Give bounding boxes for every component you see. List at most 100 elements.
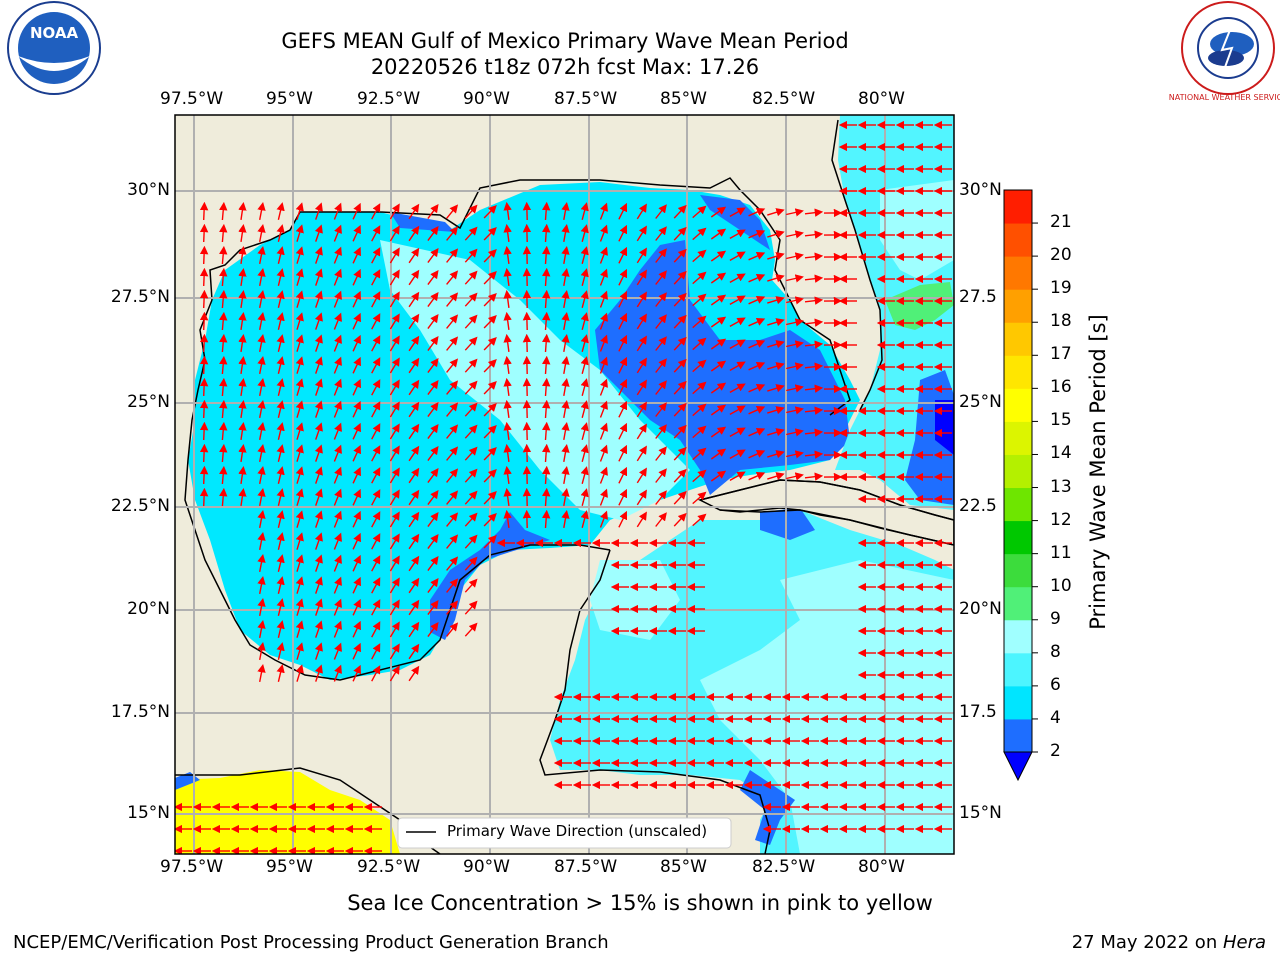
lat-tick-right: 25°N: [959, 392, 1002, 412]
wave-arrow: [786, 296, 804, 305]
wave-arrow: [636, 291, 647, 308]
wave-arrow: [542, 201, 551, 221]
wave-arrow: [352, 312, 361, 330]
wave-arrow: [238, 443, 247, 463]
wave-arrow: [314, 444, 323, 462]
wave-arrow: [446, 534, 459, 549]
wave-arrow: [219, 311, 228, 331]
wave-arrow: [314, 356, 323, 374]
wave-arrow: [314, 642, 323, 660]
wave-arrow: [464, 490, 478, 505]
wave-arrow: [561, 355, 570, 375]
wave-arrow: [276, 598, 285, 616]
wave-arrow: [580, 466, 589, 484]
colorbar-tick-label: 12: [1050, 509, 1072, 530]
wave-arrow: [729, 449, 746, 460]
wave-arrow: [238, 355, 247, 375]
wave-arrow: [314, 246, 323, 264]
wave-arrow: [542, 267, 551, 287]
wave-arrow: [542, 355, 551, 375]
wave-arrow: [464, 270, 478, 285]
colorbar-tick-label: 4: [1050, 707, 1061, 728]
wave-arrow: [786, 252, 804, 261]
wave-arrow: [352, 400, 361, 418]
wave-arrow: [692, 271, 707, 285]
wave-arrow: [257, 553, 266, 573]
wave-arrow: [767, 230, 785, 239]
wave-arrow: [710, 338, 727, 350]
wave-arrow: [483, 381, 497, 395]
wave-arrow: [295, 224, 304, 242]
wave-arrow: [389, 533, 400, 550]
wave-arrow: [599, 422, 608, 440]
wave-arrow: [748, 274, 766, 283]
wave-arrow: [257, 531, 266, 551]
wave-arrow: [352, 466, 361, 484]
wave-arrow: [219, 267, 228, 287]
wave-arrow: [276, 510, 285, 528]
wave-arrow: [542, 245, 551, 265]
wave-arrow: [710, 316, 727, 328]
wave-arrow: [561, 333, 570, 353]
wave-arrow: [655, 512, 667, 527]
wave-arrow: [295, 202, 304, 220]
wave-arrow: [804, 472, 824, 481]
wave-arrow: [352, 642, 361, 660]
wave-arrow: [371, 621, 381, 638]
wave-arrow: [389, 489, 400, 506]
wave-arrow: [636, 225, 647, 242]
wave-arrow: [389, 621, 400, 638]
wave-arrow: [333, 378, 342, 396]
wave-arrow: [483, 403, 497, 417]
wave-arrow: [219, 421, 228, 441]
colorbar-tick-label: 10: [1050, 575, 1072, 596]
lat-tick-left: 30°N: [127, 180, 170, 200]
wave-arrow: [295, 642, 304, 660]
wave-arrow: [199, 245, 209, 265]
wave-arrow: [257, 355, 266, 375]
wave-arrow: [276, 312, 285, 330]
colorbar-segment: [1004, 487, 1032, 522]
wave-arrow: [371, 533, 381, 550]
wave-arrow: [276, 642, 285, 660]
wave-arrow: [427, 292, 439, 308]
wave-arrow: [561, 201, 570, 221]
wave-arrow: [333, 466, 342, 484]
noaa-logo-text: NOAA: [30, 24, 79, 42]
colorbar-segment: [1004, 454, 1032, 489]
wave-arrow: [636, 467, 647, 484]
wave-arrow: [446, 490, 459, 505]
wave-arrow: [238, 245, 247, 265]
map-frame: [174, 114, 955, 855]
wave-arrow: [599, 334, 608, 352]
colorbar-segment: [1004, 718, 1032, 753]
wave-arrow: [295, 488, 304, 506]
lon-tick-top: 80°W: [858, 89, 905, 109]
wave-arrow: [729, 251, 746, 262]
wave-arrow: [199, 333, 209, 353]
wave-arrow: [692, 447, 707, 461]
wave-arrow: [748, 406, 766, 415]
wave-arrow: [389, 467, 400, 484]
wave-arrow: [580, 444, 589, 462]
wave-arrow: [503, 465, 512, 484]
wave-arrow: [389, 599, 400, 616]
wave-arrow: [427, 446, 439, 462]
wave-arrow: [767, 362, 785, 371]
wave-arrow: [352, 444, 361, 462]
wave-arrow: [748, 208, 766, 217]
wave-arrow: [636, 445, 647, 462]
wave-arrow: [314, 334, 323, 352]
wave-arrow: [599, 312, 608, 330]
wave-arrow: [427, 314, 439, 330]
lat-tick-right: 20°N: [959, 599, 1002, 619]
wave-arrow: [314, 576, 323, 594]
lon-tick-bottom: 90°W: [463, 857, 510, 877]
wave-arrow: [804, 208, 824, 217]
wave-arrow: [673, 380, 687, 395]
wave-arrow: [427, 534, 439, 550]
wave-arrow: [408, 555, 420, 572]
wave-arrow: [636, 489, 647, 506]
wave-arrow: [446, 314, 459, 329]
wave-arrow: [503, 443, 512, 462]
